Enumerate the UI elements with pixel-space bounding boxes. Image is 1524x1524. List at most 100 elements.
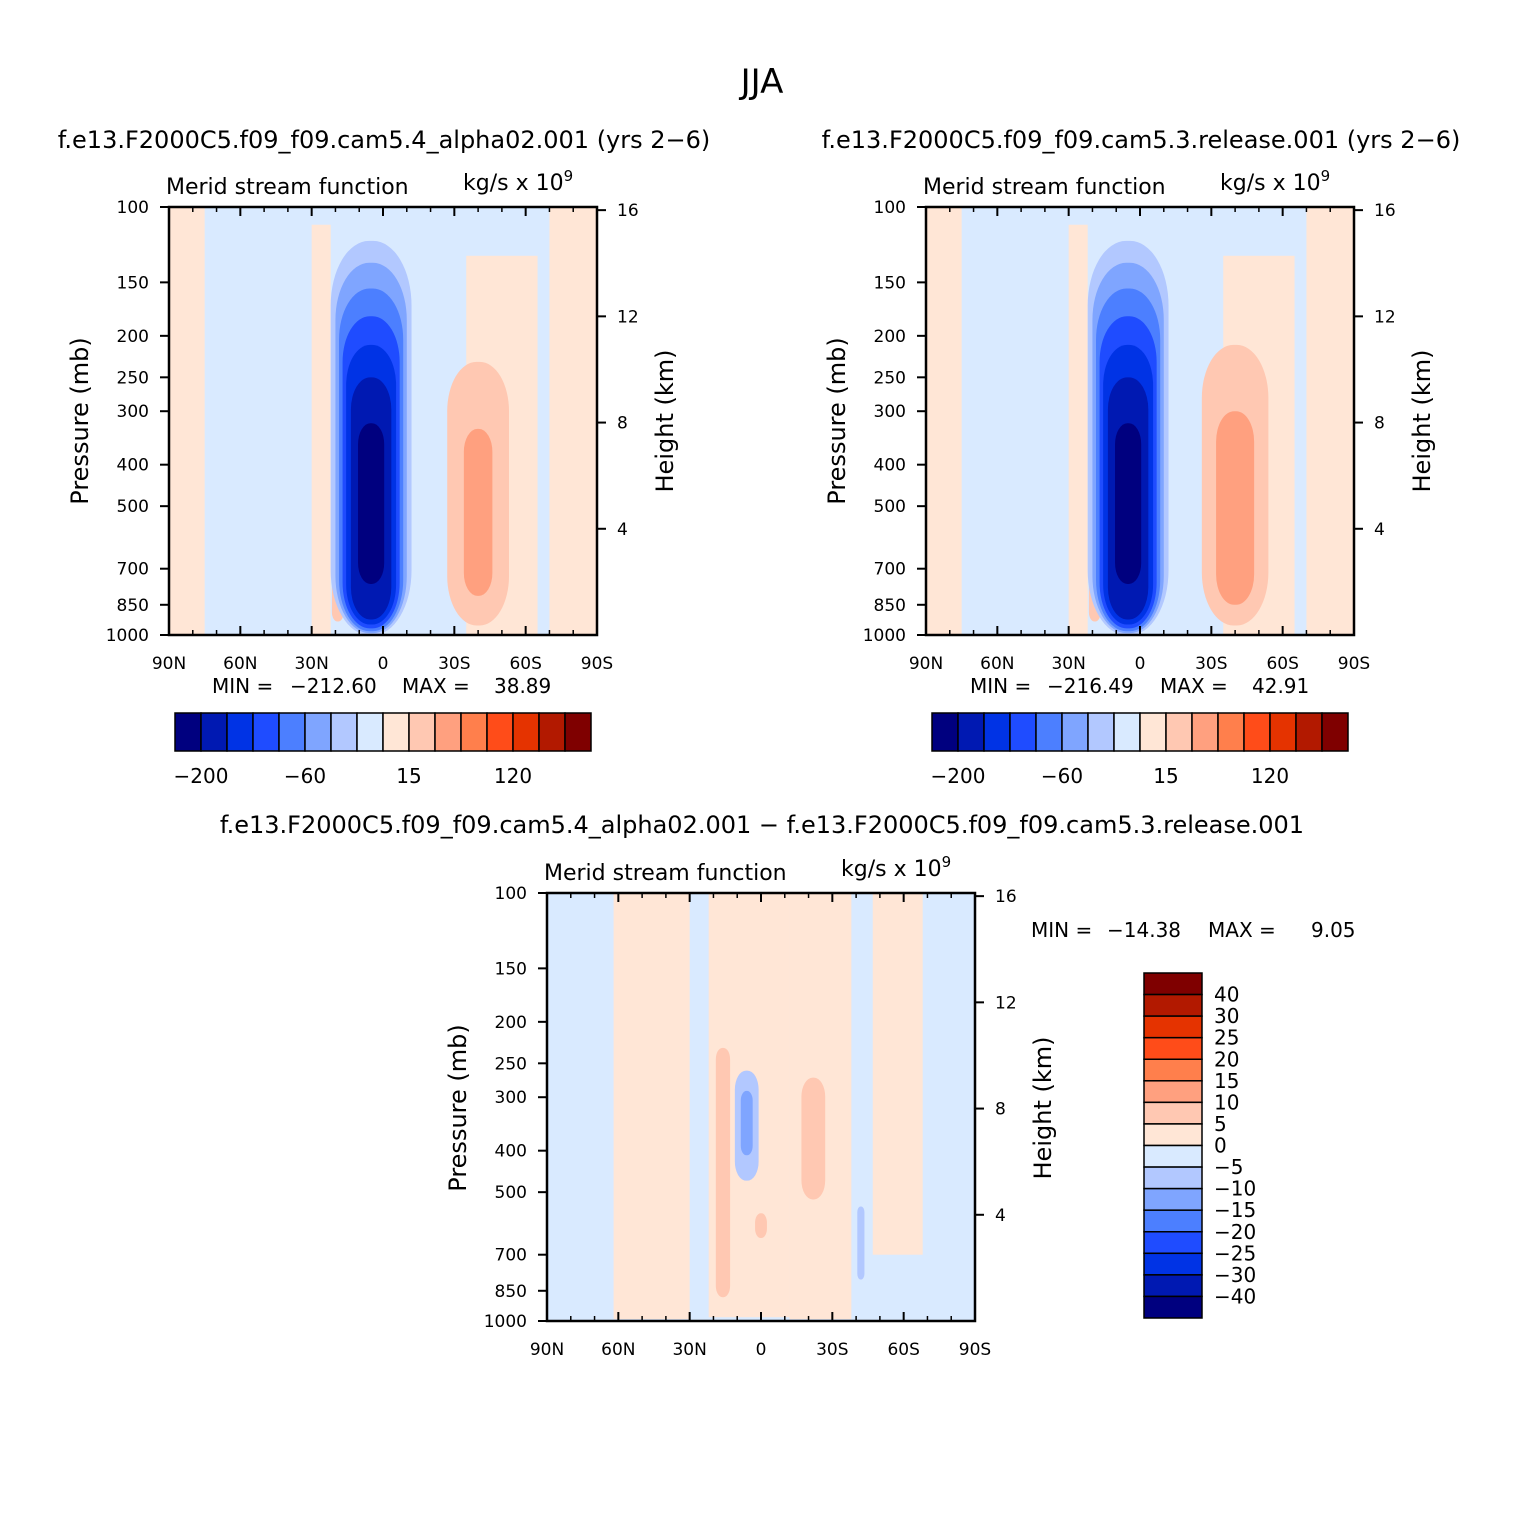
colorbar-box <box>1143 1015 1203 1039</box>
diff-units-text: kg/s x 10 <box>841 857 942 882</box>
diff-panel-title: f.e13.F2000C5.f09_f09.cam5.4_alpha02.001… <box>220 811 1304 839</box>
height-tick-label: 12 <box>1374 307 1396 327</box>
colorbar-box <box>1321 712 1349 752</box>
colorbar-box <box>1143 972 1203 996</box>
colorbar-box <box>564 712 592 752</box>
colorbar-label: 20 <box>1214 1047 1239 1071</box>
height-tick-label: 16 <box>1374 201 1396 221</box>
right-ylabel-right: Height (km) <box>1408 350 1436 493</box>
colorbar-label: −60 <box>1041 764 1083 788</box>
x-tick-label: 60S <box>509 654 541 674</box>
x-tick-label: 90S <box>959 1340 991 1360</box>
colorbar-box <box>1143 1231 1203 1255</box>
colorbar-label: 0 <box>1214 1134 1227 1158</box>
x-tick-label: 30N <box>1051 654 1085 674</box>
colorbar-label: −200 <box>931 764 986 788</box>
x-tick-label: 60S <box>887 1340 919 1360</box>
x-tick-label: 90N <box>152 654 186 674</box>
y-tick-label: 1000 <box>106 626 149 646</box>
southern-cell-level-6 <box>1115 423 1142 584</box>
y-tick-label: 700 <box>495 1246 527 1266</box>
colorbar-label: 120 <box>494 764 532 788</box>
y-tick-label: 400 <box>495 1142 527 1162</box>
y-tick-label: 300 <box>495 1088 527 1108</box>
band-50s-70s-positive <box>872 893 923 1255</box>
colorbar-label: 30 <box>1214 1004 1239 1028</box>
right-max-value: 42.91 <box>1252 674 1309 698</box>
height-tick-label: 8 <box>617 414 628 434</box>
left-contour-field <box>169 207 597 635</box>
colorbar-box <box>1143 1144 1203 1168</box>
x-tick-label: 90S <box>581 654 613 674</box>
band-30n-positive <box>1068 224 1088 635</box>
left-max-label: MAX = <box>402 674 470 698</box>
colorbar-label: −20 <box>1214 1220 1256 1244</box>
right-panel-title: f.e13.F2000C5.f09_f09.cam5.3.release.001… <box>822 126 1461 154</box>
colorbar-label: −25 <box>1214 1241 1256 1265</box>
diff-axes: 90N 60N 30N 0 30S 60S 90S 100 150 200 250 300 400 500… <box>484 884 1017 1360</box>
height-tick-label: 4 <box>617 520 628 540</box>
y-tick-label: 400 <box>874 456 906 476</box>
colorbar-box <box>1035 712 1063 752</box>
colorbar-box <box>1143 1209 1203 1233</box>
left-units-text: kg/s x 10 <box>463 171 564 196</box>
colorbar-box <box>200 712 228 752</box>
y-tick-label: 700 <box>874 560 906 580</box>
right-axes: 90N 60N 30N 0 30S 60S 90S 100 150 200 250 300 400 500… <box>863 198 1396 674</box>
y-tick-label: 1000 <box>484 1312 527 1332</box>
colorbar-box <box>538 712 566 752</box>
height-tick-label: 4 <box>1374 520 1385 540</box>
colorbar-label: −200 <box>174 764 229 788</box>
positive-cell-level-1 <box>1216 411 1255 605</box>
left-units-exp: 9 <box>564 167 574 185</box>
right-panel: 90N 60N 30N 0 30S 60S 90S 100 150 200 250 300 400 500… <box>823 167 1436 788</box>
colorbar-box <box>278 712 306 752</box>
colorbar-box <box>486 712 514 752</box>
colorbar-box <box>931 712 959 752</box>
colorbar-box <box>434 712 462 752</box>
y-tick-label: 200 <box>117 327 149 347</box>
diff-units-exp: 9 <box>942 853 952 871</box>
y-tick-label: 150 <box>874 273 906 293</box>
x-tick-label: 0 <box>1135 654 1146 674</box>
colorbar-label: −15 <box>1214 1198 1256 1222</box>
colorbar-box <box>408 712 436 752</box>
diff-min-label: MIN = <box>1031 918 1092 942</box>
diff-max-value: 9.05 <box>1311 918 1356 942</box>
y-tick-label: 850 <box>495 1282 527 1302</box>
colorbar-box <box>356 712 384 752</box>
x-tick-label: 30S <box>1195 654 1227 674</box>
right-max-label: MAX = <box>1160 674 1228 698</box>
colorbar-box <box>174 712 202 752</box>
colorbar-box <box>1269 712 1297 752</box>
x-tick-label: 90S <box>1338 654 1370 674</box>
colorbar-box <box>1143 1123 1203 1147</box>
left-ylabel: Pressure (mb) <box>66 337 94 504</box>
colorbar-box <box>957 712 985 752</box>
colorbar-label: 15 <box>396 764 421 788</box>
y-tick-label: 100 <box>117 198 149 218</box>
colorbar-label: −30 <box>1214 1263 1256 1287</box>
colorbar-label: −10 <box>1214 1177 1256 1201</box>
colorbar-box <box>1143 1058 1203 1082</box>
height-tick-label: 16 <box>995 887 1017 907</box>
left-panel: 90N 60N 30N 0 30S 60S 90S 100 150 200 250 300 400 500… <box>66 167 679 788</box>
colorbar-box <box>252 712 280 752</box>
left-units-label: kg/s x 109 <box>463 167 573 196</box>
y-tick-label: 250 <box>495 1054 527 1074</box>
height-tick-label: 8 <box>1374 414 1385 434</box>
colorbar-box <box>330 712 358 752</box>
y-tick-label: 850 <box>874 596 906 616</box>
colorbar-box <box>1143 993 1203 1017</box>
band-60n-30n-positive <box>613 893 690 1320</box>
right-colorbar: −200 −60 15 120 <box>931 712 1349 788</box>
colorbar-label: −60 <box>284 764 326 788</box>
right-min-value: −216.49 <box>1047 674 1134 698</box>
right-ylabel: Pressure (mb) <box>823 337 851 504</box>
colorbar-box <box>1143 1101 1203 1125</box>
diff-contour-field <box>547 893 975 1321</box>
left-min-label: MIN = <box>212 674 273 698</box>
band-north-pole-positive <box>926 207 962 635</box>
y-tick-label: 700 <box>117 560 149 580</box>
